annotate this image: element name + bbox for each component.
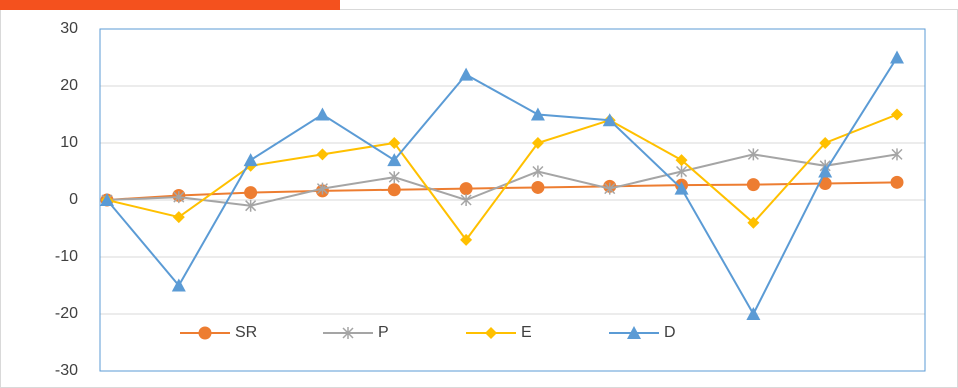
marker xyxy=(531,137,544,149)
marker xyxy=(676,165,688,178)
y-tick-label: -30 xyxy=(55,362,78,379)
y-tick-label: 10 xyxy=(60,134,78,151)
legend-label: SR xyxy=(235,324,257,341)
marker xyxy=(172,211,185,224)
marker xyxy=(485,327,497,339)
marker xyxy=(604,182,616,195)
y-tick-label: -10 xyxy=(55,248,78,265)
marker xyxy=(316,148,329,161)
marker xyxy=(675,154,688,167)
marker xyxy=(818,164,833,178)
marker xyxy=(747,148,759,161)
marker xyxy=(819,137,832,149)
marker xyxy=(316,182,328,195)
marker xyxy=(891,148,903,161)
marker xyxy=(459,67,474,81)
legend-label: D xyxy=(664,324,676,341)
marker xyxy=(387,153,402,167)
marker xyxy=(602,113,617,127)
y-tick-label: 20 xyxy=(60,77,78,94)
legend-label: E xyxy=(521,324,532,341)
marker xyxy=(315,107,330,121)
marker xyxy=(173,191,185,204)
header-bar xyxy=(0,0,340,10)
series-line xyxy=(106,153,898,207)
marker xyxy=(245,199,257,212)
series-line xyxy=(106,181,898,201)
marker xyxy=(891,108,903,121)
marker xyxy=(244,186,258,200)
marker xyxy=(342,327,354,339)
marker xyxy=(674,181,689,195)
series-line xyxy=(106,113,898,242)
marker xyxy=(890,175,904,189)
marker xyxy=(530,107,545,121)
marker xyxy=(818,176,832,190)
marker xyxy=(627,326,641,339)
marker xyxy=(460,194,472,206)
series-line xyxy=(106,56,898,317)
marker xyxy=(532,165,544,178)
marker xyxy=(746,178,760,192)
marker xyxy=(747,216,760,229)
y-tick-label: -20 xyxy=(55,305,78,322)
marker xyxy=(890,50,904,64)
marker xyxy=(198,326,212,340)
marker xyxy=(387,183,401,197)
y-tick-label: 30 xyxy=(60,20,78,37)
legend-label: P xyxy=(378,324,389,341)
marker xyxy=(460,233,473,246)
marker xyxy=(100,193,114,206)
y-tick-label: 0 xyxy=(69,191,78,208)
marker xyxy=(171,278,186,292)
plot-border xyxy=(99,28,926,372)
marker xyxy=(746,307,761,320)
marker xyxy=(459,182,473,196)
marker xyxy=(531,180,545,194)
marker xyxy=(243,153,258,167)
marker xyxy=(388,137,401,149)
marker xyxy=(388,171,400,184)
